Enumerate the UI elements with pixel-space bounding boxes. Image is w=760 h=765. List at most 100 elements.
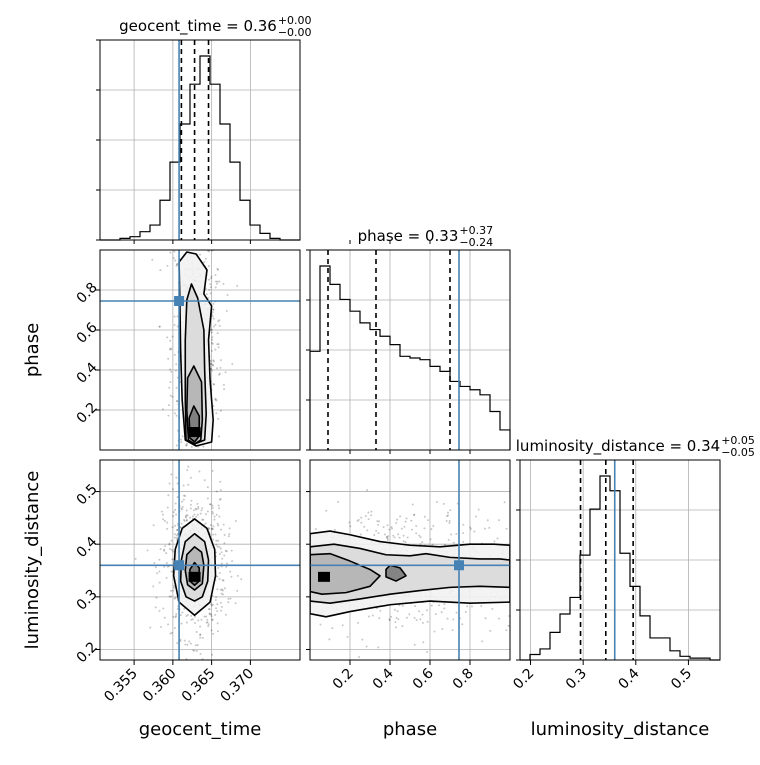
- sample-point: [190, 618, 193, 621]
- sample-point: [219, 601, 222, 604]
- sample-point: [554, 504, 556, 506]
- sample-point: [175, 400, 178, 403]
- sample-point: [174, 259, 177, 262]
- sample-point: [186, 677, 188, 679]
- sample-point: [401, 625, 404, 628]
- xtick-label-phase: 0.6: [410, 665, 437, 692]
- sample-point: [165, 552, 168, 555]
- sample-point: [266, 589, 268, 591]
- sample-point: [291, 646, 293, 648]
- sample-point: [172, 550, 175, 553]
- sample-point: [512, 577, 514, 579]
- sample-point: [415, 524, 418, 527]
- sample-point: [210, 456, 212, 458]
- sample-point: [203, 212, 205, 214]
- sample-point: [223, 554, 226, 557]
- sample-point: [212, 360, 215, 363]
- sample-point: [152, 524, 155, 527]
- sample-point: [386, 536, 389, 539]
- sample-point: [515, 573, 517, 575]
- contour-3: [189, 561, 201, 587]
- sample-point: [174, 524, 177, 527]
- sample-point: [179, 640, 182, 643]
- contour-2: [184, 546, 205, 591]
- sample-point: [176, 315, 179, 318]
- xtick-label-geocent_time: 0.355: [101, 666, 141, 706]
- sample-point: [223, 542, 226, 545]
- contour-0: [172, 518, 217, 617]
- yaxis-label-luminosity_distance: luminosity_distance: [22, 471, 43, 650]
- sample-point: [546, 557, 548, 559]
- sample-point: [171, 589, 174, 592]
- sample-point: [221, 557, 224, 560]
- sample-point: [168, 348, 171, 351]
- sample-point: [488, 526, 491, 529]
- sample-point: [179, 526, 182, 529]
- sample-point: [213, 325, 216, 328]
- sample-point: [422, 641, 425, 644]
- sample-point: [156, 572, 159, 575]
- sample-point: [194, 217, 196, 219]
- sample-point: [390, 615, 393, 618]
- sample-point: [534, 575, 536, 577]
- sample-point: [418, 610, 421, 613]
- sample-point: [236, 574, 239, 577]
- sample-point: [452, 618, 455, 621]
- sample-point: [227, 597, 230, 600]
- sample-point: [210, 328, 213, 331]
- sample-point: [356, 621, 359, 624]
- sample-point: [222, 383, 225, 386]
- sample-point: [199, 652, 202, 655]
- sample-point: [206, 618, 209, 621]
- sample-point: [170, 595, 173, 598]
- sample-point: [222, 519, 224, 521]
- sample-point: [567, 588, 569, 590]
- sample-point: [516, 585, 518, 587]
- hist-panel-luminosity_distance: [516, 459, 720, 661]
- sample-point: [425, 609, 428, 612]
- sample-point: [185, 509, 188, 512]
- sample-point: [210, 604, 213, 607]
- sample-point: [219, 588, 222, 591]
- sample-point: [162, 513, 165, 516]
- sample-point: [161, 408, 164, 411]
- sample-point: [225, 529, 227, 531]
- sample-point: [387, 535, 390, 538]
- sample-point: [226, 465, 228, 467]
- sample-point: [443, 607, 446, 610]
- sample-point: [302, 580, 304, 582]
- sample-point: [421, 613, 424, 616]
- sample-point: [209, 283, 212, 286]
- sample-point: [185, 179, 187, 181]
- sample-point: [304, 616, 306, 618]
- sample-point: [154, 566, 157, 569]
- sample-point: [297, 612, 299, 614]
- sample-point: [230, 575, 233, 578]
- sample-point: [209, 503, 212, 506]
- sample-point: [204, 201, 206, 203]
- sample-point: [215, 607, 218, 610]
- sample-point: [217, 417, 220, 420]
- sample-point: [169, 632, 172, 635]
- sample-point: [185, 519, 188, 522]
- xtick-label-luminosity_distance: 0.5: [668, 666, 695, 693]
- sample-point: [186, 213, 188, 215]
- sample-point: [208, 278, 211, 281]
- sample-point: [271, 527, 273, 529]
- sample-point: [213, 247, 215, 249]
- sample-point: [263, 558, 265, 560]
- sample-point: [199, 253, 202, 256]
- sample-point: [217, 346, 220, 349]
- sample-point: [214, 598, 217, 601]
- sample-point: [197, 507, 200, 510]
- sample-point: [474, 515, 477, 518]
- contour-3: [188, 405, 201, 443]
- sample-point: [207, 476, 209, 478]
- sample-point: [170, 589, 173, 592]
- sample-point: [532, 561, 534, 563]
- sample-point: [165, 576, 168, 579]
- sample-point: [185, 444, 188, 447]
- xtick-label-geocent_time: 0.360: [140, 666, 180, 706]
- sample-point: [385, 535, 388, 538]
- sample-point: [151, 258, 154, 261]
